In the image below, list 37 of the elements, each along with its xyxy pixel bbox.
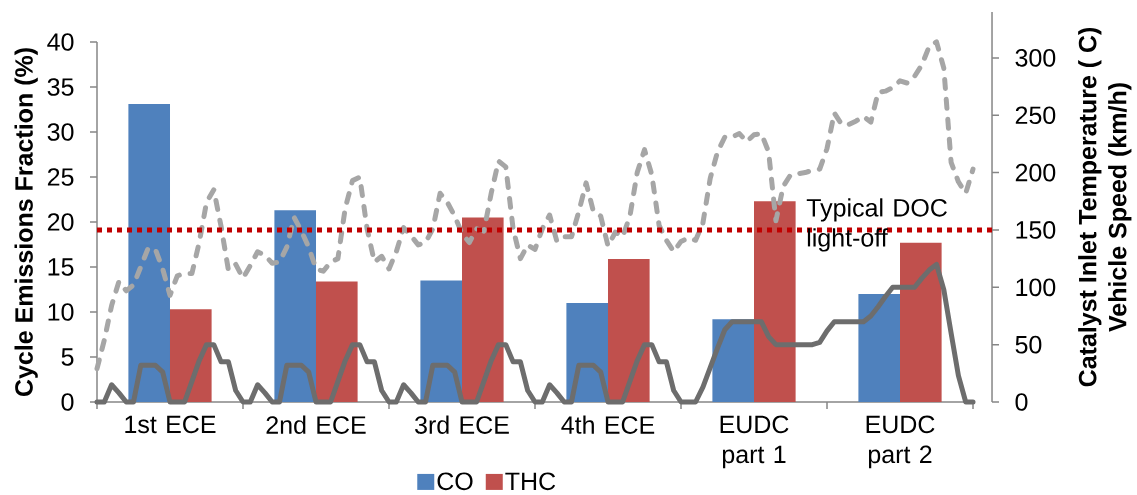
x-tick-label: 1st ECE	[125, 415, 216, 434]
y-tick-label: 30	[47, 123, 74, 141]
y-tick-label: 300	[1015, 49, 1056, 67]
bar	[858, 294, 901, 402]
y-tick-label: 150	[1016, 221, 1056, 239]
bar	[462, 217, 504, 402]
y-tick-label: 0	[61, 393, 74, 411]
y-tick-label: 25	[47, 168, 74, 186]
bar	[170, 309, 212, 402]
bar	[712, 319, 755, 402]
y-tick-label: 50	[1015, 335, 1042, 354]
y-tick-label: 20	[47, 213, 74, 231]
y-tick-label: 0	[1015, 393, 1028, 411]
y-tick-label: 5	[61, 348, 74, 366]
bar	[608, 258, 650, 402]
bar	[316, 281, 358, 402]
bar	[754, 201, 796, 402]
y-tick-label: 10	[48, 303, 74, 321]
y-axis-title: Catalyst Inlet Temperature ( C) Vehicle Speed (km/h)	[1078, 27, 1132, 387]
y-tick-label: 35	[47, 78, 74, 96]
y-tick-label: 100	[1016, 278, 1056, 297]
bar	[420, 280, 463, 402]
bar	[900, 242, 942, 402]
x-tick-label: 3rd ECE	[415, 415, 509, 434]
x-tick-label: EUDC part 1	[720, 415, 789, 469]
legend-label: CO	[437, 472, 473, 491]
bar	[128, 104, 171, 402]
y-axis-title: Cycle Emissions Fraction (%)	[14, 48, 38, 397]
y-tick-label: 250	[1015, 106, 1056, 125]
x-tick-label: EUDC part 2	[866, 415, 935, 469]
y-tick-label: 200	[1015, 163, 1056, 182]
x-tick-label: 4th ECE	[561, 415, 655, 434]
y-tick-label: 15	[48, 258, 74, 276]
legend-label: THC	[505, 472, 556, 491]
ref-line-label: Typical DOC light-off	[806, 198, 947, 252]
y-tick-label: 40	[47, 33, 74, 51]
x-tick-label: 2nd ECE	[266, 415, 366, 434]
